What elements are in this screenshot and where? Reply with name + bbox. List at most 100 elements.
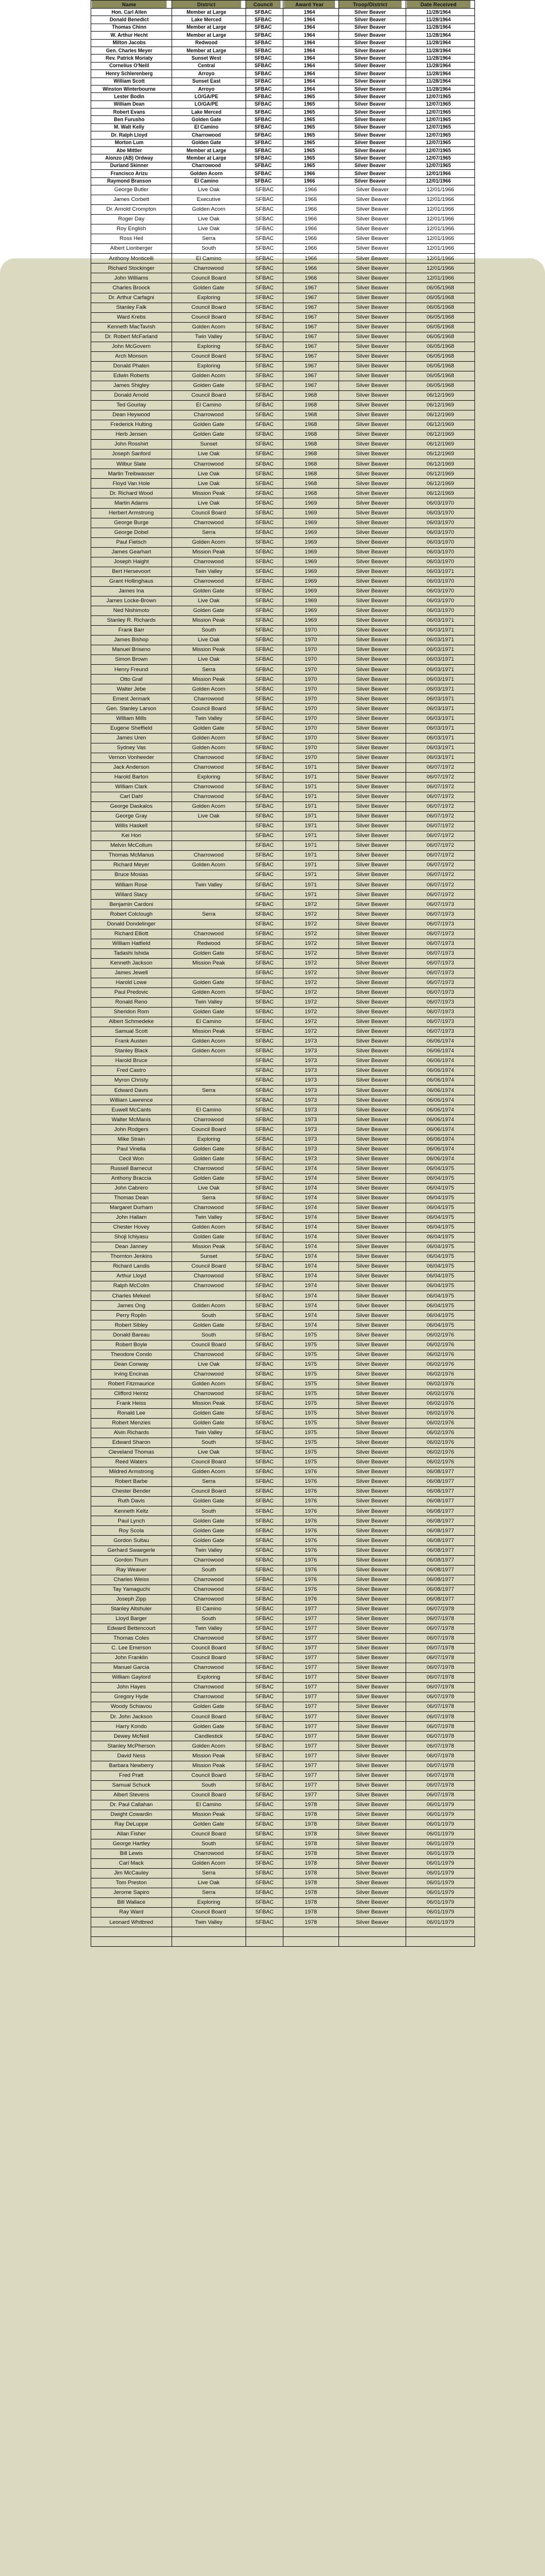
table-row[interactable]: Thomas Chinn Member at Large SFBAC 1964 Silv… bbox=[91, 23, 475, 32]
column-header-council[interactable]: Council bbox=[245, 0, 282, 9]
table-row[interactable]: Dr. Arthur Carfagni Exploring SFBAC 1967 Sil… bbox=[91, 292, 475, 303]
table-row[interactable]: Gregory Hyde Charrowood SFBAC 1977 Silver Be… bbox=[91, 1692, 475, 1703]
table-row[interactable]: Walter Jebe Golden Acorn SFBAC 1970 Silver B… bbox=[91, 684, 475, 695]
table-row[interactable]: Sydney Vas Golden Acorn SFBAC 1970 Silver Be… bbox=[91, 742, 475, 753]
table-row[interactable]: Herb Jensen Golden Gate SFBAC 1968 Silver Be… bbox=[91, 429, 475, 440]
table-row[interactable]: Henry Freund Serra SFBAC 1970 Silver Beaver 0… bbox=[91, 664, 475, 675]
table-row[interactable]: Kei Hori SFBAC 1971 Silver Beaver 06/07/1972 bbox=[91, 831, 475, 842]
table-row[interactable]: Ray Ward Council Board SFBAC 1978 Silver Bea… bbox=[91, 1907, 475, 1918]
table-row[interactable]: Bruce Mosias SFBAC 1971 Silver Beaver 06/07/… bbox=[91, 870, 475, 881]
table-row[interactable]: Bill Wallace Exploring SFBAC 1978 Silver Bea… bbox=[91, 1897, 475, 1908]
table-row[interactable]: Cecil Won Golden Gate SFBAC 1973 Silver Beav… bbox=[91, 1153, 475, 1164]
table-row[interactable]: Jack Anderson Charrowood SFBAC 1971 Silver B… bbox=[91, 762, 475, 773]
table-row[interactable]: Ray DeLuppe Golden Gate SFBAC 1978 Silver Be… bbox=[91, 1819, 475, 1830]
table-row[interactable]: William Gaylord Exploring SFBAC 1977 Silver … bbox=[91, 1672, 475, 1683]
table-row[interactable]: Frank Barr South SFBAC 1970 Silver Beaver 06/… bbox=[91, 625, 475, 636]
table-row[interactable]: Milton Jacobs Redwood SFBAC 1964 Silver Beav… bbox=[91, 38, 475, 47]
table-row[interactable]: Paul Fietsch Golden Acorn SFBAC 1969 Silver … bbox=[91, 537, 475, 548]
table-row[interactable]: Gen. Charles Meyer Member at Large SFBAC 19… bbox=[91, 46, 475, 55]
table-row[interactable]: Thomas McManus Charrowood SFBAC 1971 Silver … bbox=[91, 850, 475, 861]
table-row[interactable]: Edward Bettencourt Twin Valley SFBAC 1977 Si… bbox=[91, 1623, 475, 1634]
table-row[interactable]: Floyd Van Hole Live Oak SFBAC 1968 Silver Be… bbox=[91, 478, 475, 489]
table-row[interactable]: Margaret Durham Charrowood SFBAC 1974 Silver… bbox=[91, 1202, 475, 1213]
table-row[interactable]: Ralph McColm Charrowood SFBAC 1974 Silver Be… bbox=[91, 1281, 475, 1292]
table-row[interactable]: William Mills Twin Valley SFBAC 1970 Silver … bbox=[91, 713, 475, 724]
table-row[interactable]: Robert Menzies Golden Gate SFBAC 1975 Silver… bbox=[91, 1417, 475, 1428]
table-row[interactable]: Eugene Sheffield Golden Gate SFBAC 1970 Silv… bbox=[91, 723, 475, 734]
table-row[interactable]: Alvin Richards Twin Valley SFBAC 1975 Silver… bbox=[91, 1427, 475, 1438]
table-row[interactable]: Robert Colclough Serra SFBAC 1972 Silver Bea… bbox=[91, 909, 475, 920]
table-row[interactable]: Ted Gourlay El Camino SFBAC 1968 Silver Beav… bbox=[91, 400, 475, 411]
table-row[interactable]: Robert Sibley Golden Gate SFBAC 1974 Silver … bbox=[91, 1320, 475, 1331]
table-row[interactable]: George Burge Charrowood SFBAC 1969 Silver Be… bbox=[91, 517, 475, 528]
table-row[interactable]: James Ina Golden Gate SFBAC 1969 Silver Beav… bbox=[91, 586, 475, 596]
table-row[interactable]: Richard Stockinger Charrowood SFBAC 1966 Sil… bbox=[91, 263, 475, 274]
table-row[interactable]: Russell Barnecut Charrowood SFBAC 1974 Silve… bbox=[91, 1163, 475, 1174]
table-row[interactable]: Anthony Monticelli El Camino SFBAC 1966 Silv… bbox=[91, 253, 475, 264]
table-row[interactable]: Willis Haskell SFBAC 1971 Silver Beaver 06/0… bbox=[91, 821, 475, 832]
table-row[interactable]: Perry Roplin South SFBAC 1974 Silver Beaver 0… bbox=[91, 1310, 475, 1321]
table-row[interactable]: Leonard Whitbred Twin Valley SFBAC 1978 Silv… bbox=[91, 1917, 475, 1928]
table-row[interactable]: Euwell McCants El Camino SFBAC 1973 Silver B… bbox=[91, 1105, 475, 1115]
table-row[interactable]: Roy English Live Oak SFBAC 1966 Silver Beave… bbox=[91, 224, 475, 235]
table-row[interactable]: Arthur Lloyd Charrowood SFBAC 1974 Silver Be… bbox=[91, 1271, 475, 1282]
column-header-award-year[interactable]: Award Year bbox=[283, 0, 336, 9]
table-row[interactable]: Thornton Jenkins Sunset SFBAC 1974 Silver Be… bbox=[91, 1252, 475, 1262]
table-row[interactable]: Richard Meyer Golden Acorn SFBAC 1971 Silver… bbox=[91, 860, 475, 871]
table-row[interactable]: Tadashi Ishida Golden Gate SFBAC 1972 Silver… bbox=[91, 948, 475, 959]
table-row[interactable]: Cornelius O'Neill Central SFBAC 1964 Silver … bbox=[91, 61, 475, 71]
table-row[interactable]: Theodore Condo Charrowood SFBAC 1975 Silver … bbox=[91, 1349, 475, 1360]
table-row[interactable]: Donald Bareau South SFBAC 1975 Silver Beaver… bbox=[91, 1330, 475, 1341]
table-row[interactable]: Raymond Branson El Camino SFBAC 1966 Silver … bbox=[91, 177, 475, 185]
table-row[interactable]: Martin Adams Live Oak SFBAC 1969 Silver Beav… bbox=[91, 498, 475, 509]
table-row[interactable]: John Hallam Twin Valley SFBAC 1974 Silver Be… bbox=[91, 1212, 475, 1223]
table-row[interactable]: Mike Strain Exploring SFBAC 1973 Silver Beav… bbox=[91, 1134, 475, 1145]
table-row[interactable]: Edward Sharon South SFBAC 1975 Silver Beaver… bbox=[91, 1437, 475, 1448]
table-row[interactable]: Dr. Richard Wood Mission Peak SFBAC 1968 Sil… bbox=[91, 488, 475, 499]
table-row[interactable]: Paul Lynch Golden Gate SFBAC 1976 Silver Bea… bbox=[91, 1516, 475, 1527]
table-row[interactable]: Tay Yamaguchi Charrowood SFBAC 1976 Silver B… bbox=[91, 1584, 475, 1595]
table-row[interactable]: William Hatfield Redwood SFBAC 1972 Silver B… bbox=[91, 938, 475, 949]
table-row[interactable]: Roger Day Live Oak SFBAC 1966 Silver Beaver 1… bbox=[91, 214, 475, 225]
table-row[interactable]: M. Walt Kelly El Camino SFBAC 1965 Silver Be… bbox=[91, 123, 475, 132]
table-row[interactable]: Clifford Heintz Charrowood SFBAC 1975 Silver… bbox=[91, 1388, 475, 1399]
table-row[interactable]: Kenneth MacTavish Golden Acorn SFBAC 1967 Si… bbox=[91, 321, 475, 332]
table-row[interactable]: Harold Lowe Golden Gate SFBAC 1972 Silver Be… bbox=[91, 977, 475, 988]
table-row[interactable]: Chester Hovey Golden Acorn SFBAC 1974 Silver… bbox=[91, 1222, 475, 1233]
table-row[interactable]: George Butler Live Oak SFBAC 1966 Silver Bea… bbox=[91, 184, 475, 196]
table-row[interactable]: Joseph Sanford Live Oak SFBAC 1968 Silver Be… bbox=[91, 449, 475, 460]
table-row[interactable]: Winston Winterbourne Arroyo SFBAC 1964 Silve… bbox=[91, 84, 475, 94]
table-row[interactable]: Benjamin Cardoni SFBAC 1972 Silver Beaver 06… bbox=[91, 899, 475, 910]
table-row[interactable]: Simon Brown Live Oak SFBAC 1970 Silver Beave… bbox=[91, 654, 475, 665]
table-row[interactable]: Donald Arnold Council Board SFBAC 1968 Silve… bbox=[91, 390, 475, 401]
table-row[interactable]: Stanley Black Golden Acorn SFBAC 1973 Silver… bbox=[91, 1046, 475, 1057]
table-row[interactable]: James Corbett Executive SFBAC 1966 Silver Be… bbox=[91, 195, 475, 206]
table-row[interactable]: Martin Treibwasser Live Oak SFBAC 1968 Silve… bbox=[91, 468, 475, 479]
table-row[interactable]: Otto Graf Mission Peak SFBAC 1970 Silver Bea… bbox=[91, 674, 475, 685]
table-row[interactable]: Robert Fitzmaurice Golden Acorn SFBAC 1975 S… bbox=[91, 1378, 475, 1389]
table-row[interactable]: Gerhard Swaegerle Twin Valley SFBAC 1976 Sil… bbox=[91, 1545, 475, 1556]
table-row[interactable]: Dr. Paul Callahan El Camino SFBAC 1978 Silve… bbox=[91, 1799, 475, 1810]
table-row[interactable]: Lester Bodin LO/GA/PE SFBAC 1965 Silver Beav… bbox=[91, 92, 475, 101]
table-row[interactable]: Ned Nishimoto Golden Gate SFBAC 1969 Silver … bbox=[91, 605, 475, 617]
table-row[interactable]: Tom Preston Live Oak SFBAC 1978 Silver Beave… bbox=[91, 1878, 475, 1889]
table-row[interactable]: Dewey McNeil Candlestick SFBAC 1977 Silver B… bbox=[91, 1731, 475, 1742]
table-row[interactable]: Bert Hersevoort Twin Valley SFBAC 1969 Silve… bbox=[91, 566, 475, 577]
table-row[interactable]: James Bishop Live Oak SFBAC 1970 Silver Beav… bbox=[91, 635, 475, 646]
table-row[interactable]: Charles Weiss Charrowood SFBAC 1976 Silver B… bbox=[91, 1574, 475, 1585]
table-row[interactable]: Thomas Coles Charrowood SFBAC 1977 Silver Be… bbox=[91, 1633, 475, 1644]
table-row[interactable]: James Gearhart Mission Peak SFBAC 1969 Silve… bbox=[91, 547, 475, 557]
table-row[interactable]: Robert Boyle Council Board SFBAC 1975 Silver… bbox=[91, 1339, 475, 1350]
table-row[interactable]: George Gray Live Oak SFBAC 1971 Silver Beave… bbox=[91, 811, 475, 822]
table-row[interactable]: James Locke-Brown Live Oak SFBAC 1969 Silver… bbox=[91, 595, 475, 607]
table-row[interactable]: John Rodgers Council Board SFBAC 1973 Silver… bbox=[91, 1124, 475, 1135]
table-row[interactable]: Frank Heiss Mission Peak SFBAC 1975 Silver B… bbox=[91, 1398, 475, 1409]
table-row[interactable]: Abe Mittler Member at Large SFBAC 1965 Silve… bbox=[91, 146, 475, 155]
table-row[interactable]: Ward Krebs Council Board SFBAC 1967 Silver B… bbox=[91, 312, 475, 323]
table-row[interactable]: Arch Monson Council Board SFBAC 1967 Silver … bbox=[91, 351, 475, 362]
table-row[interactable]: Harry Kondo Golden Gate SFBAC 1977 Silver Be… bbox=[91, 1721, 475, 1732]
table-row[interactable]: John Cabrero Live Oak SFBAC 1974 Silver Beav… bbox=[91, 1183, 475, 1194]
table-row[interactable]: David Ness Mission Peak SFBAC 1977 Silver Be… bbox=[91, 1750, 475, 1761]
table-row-empty[interactable] bbox=[91, 1927, 475, 1938]
table-row[interactable]: Irving Encinas Charrowood SFBAC 1975 Silver … bbox=[91, 1369, 475, 1380]
